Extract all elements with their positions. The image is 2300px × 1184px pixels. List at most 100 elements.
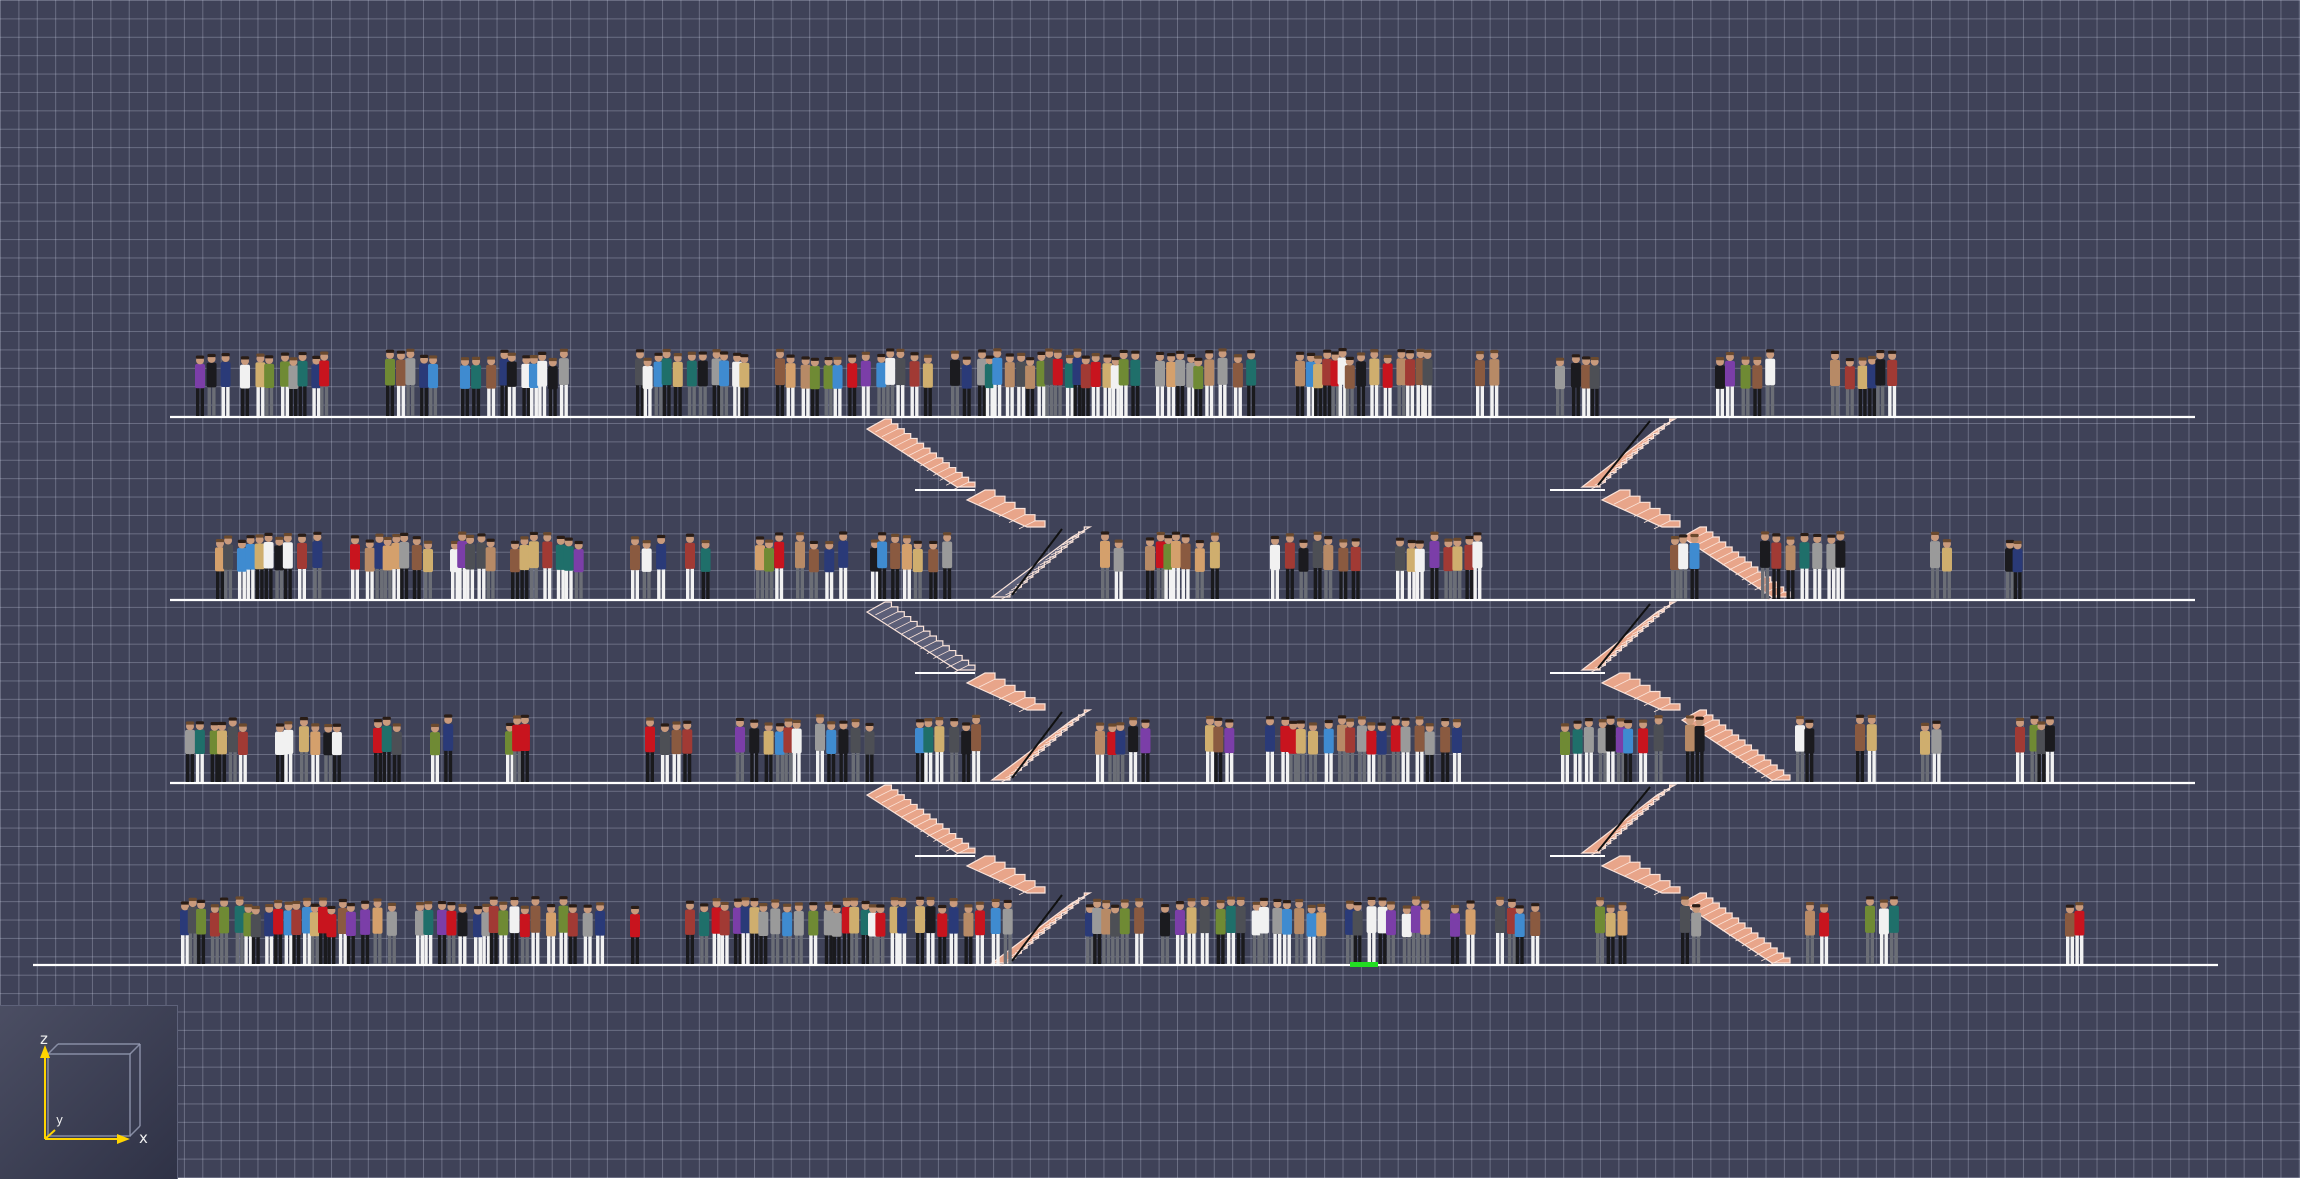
pedestrian-agent[interactable]: [1799, 532, 1810, 599]
pedestrian-agent[interactable]: [488, 896, 499, 964]
axis-orientation-widget[interactable]: z y x: [0, 1005, 178, 1179]
pedestrian-agent[interactable]: [923, 718, 934, 782]
pedestrian-agent[interactable]: [990, 898, 1001, 964]
pedestrian-agent[interactable]: [732, 898, 743, 964]
pedestrian-agent[interactable]: [775, 723, 786, 782]
pedestrian-agent[interactable]: [1002, 899, 1013, 964]
pedestrian-agent[interactable]: [1396, 349, 1407, 416]
pedestrian-agent[interactable]: [699, 903, 710, 964]
pedestrian-agent[interactable]: [800, 356, 811, 416]
pedestrian-agent[interactable]: [476, 533, 487, 599]
pedestrian-agent[interactable]: [1337, 715, 1348, 782]
pedestrian-agent[interactable]: [719, 351, 730, 416]
pedestrian-agent[interactable]: [237, 723, 248, 782]
pedestrian-agent[interactable]: [510, 540, 520, 599]
pedestrian-agent[interactable]: [1826, 534, 1837, 599]
pedestrian-agent[interactable]: [1804, 719, 1815, 782]
pedestrian-agent[interactable]: [1294, 898, 1305, 964]
pedestrian-agent[interactable]: [537, 351, 548, 416]
pedestrian-agent[interactable]: [460, 357, 470, 416]
pedestrian-agent[interactable]: [1110, 904, 1121, 964]
pedestrian-agent[interactable]: [1605, 904, 1616, 964]
pedestrian-agent[interactable]: [319, 351, 330, 416]
pedestrian-agent[interactable]: [309, 903, 320, 964]
pedestrian-agent[interactable]: [263, 532, 274, 599]
pedestrian-agent[interactable]: [1941, 539, 1952, 599]
pedestrian-agent[interactable]: [360, 900, 371, 964]
pedestrian-agent[interactable]: [1344, 356, 1355, 416]
pedestrian-agent[interactable]: [1052, 349, 1063, 416]
pedestrian-agent[interactable]: [1740, 356, 1751, 416]
pedestrian-agent[interactable]: [661, 348, 672, 416]
pedestrian-agent[interactable]: [428, 355, 439, 416]
pedestrian-agent[interactable]: [187, 897, 198, 964]
pedestrian-agent[interactable]: [1581, 356, 1592, 416]
pedestrian-agent[interactable]: [2074, 902, 2085, 964]
pedestrian-agent[interactable]: [1887, 350, 1898, 416]
pedestrian-agent[interactable]: [1312, 531, 1323, 599]
pedestrian-agent[interactable]: [889, 897, 900, 964]
pedestrian-agent[interactable]: [364, 539, 375, 599]
pedestrian-agent[interactable]: [847, 354, 858, 416]
pedestrian-agent[interactable]: [950, 350, 960, 416]
pedestrian-agent[interactable]: [563, 537, 574, 599]
pedestrian-agent[interactable]: [385, 349, 395, 416]
pedestrian-agent[interactable]: [1280, 716, 1291, 782]
pedestrian-agent[interactable]: [1090, 353, 1101, 416]
pedestrian-agent[interactable]: [180, 901, 190, 964]
pedestrian-agent[interactable]: [399, 532, 410, 599]
pedestrian-agent[interactable]: [641, 540, 652, 599]
pedestrian-agent[interactable]: [472, 905, 483, 964]
pedestrian-agent[interactable]: [823, 901, 834, 964]
pedestrian-agent[interactable]: [1931, 720, 1942, 782]
pedestrian-agent[interactable]: [645, 717, 655, 782]
pedestrian-agent[interactable]: [2005, 539, 2015, 599]
pedestrian-agent[interactable]: [977, 349, 988, 416]
pedestrian-agent[interactable]: [430, 723, 440, 782]
pedestrian-agent[interactable]: [2036, 721, 2047, 782]
pedestrian-agent[interactable]: [697, 351, 708, 416]
pedestrian-agent[interactable]: [885, 348, 896, 416]
pedestrian-agent[interactable]: [282, 532, 293, 599]
pedestrian-agent[interactable]: [337, 898, 348, 964]
pedestrian-agent[interactable]: [547, 357, 558, 416]
pedestrian-agent[interactable]: [770, 899, 781, 964]
pedestrian-agent[interactable]: [1226, 896, 1237, 964]
pedestrian-agent[interactable]: [1410, 896, 1421, 964]
pedestrian-agent[interactable]: [656, 534, 667, 599]
pedestrian-agent[interactable]: [546, 903, 557, 964]
pedestrian-agent[interactable]: [1414, 540, 1425, 599]
pedestrian-agent[interactable]: [1465, 900, 1476, 964]
pedestrian-agent[interactable]: [659, 723, 670, 782]
pedestrian-agent[interactable]: [1102, 354, 1113, 416]
pedestrian-agent[interactable]: [1323, 535, 1334, 599]
pedestrian-agent[interactable]: [1232, 354, 1243, 416]
pedestrian-agent[interactable]: [1875, 349, 1886, 416]
pedestrian-agent[interactable]: [1316, 903, 1327, 964]
pedestrian-agent[interactable]: [1270, 535, 1280, 599]
pedestrian-agent[interactable]: [220, 353, 231, 416]
pedestrian-agent[interactable]: [297, 351, 308, 416]
pedestrian-agent[interactable]: [685, 900, 695, 964]
pedestrian-agent[interactable]: [1401, 905, 1412, 964]
pedestrian-agent[interactable]: [1689, 533, 1700, 599]
pedestrian-agent[interactable]: [1258, 897, 1269, 964]
pedestrian-agent[interactable]: [234, 896, 245, 964]
pedestrian-agent[interactable]: [219, 897, 230, 964]
pedestrian-agent[interactable]: [642, 357, 653, 416]
pedestrian-agent[interactable]: [1092, 898, 1103, 964]
pedestrian-agent[interactable]: [1572, 720, 1583, 782]
pedestrian-agent[interactable]: [711, 898, 722, 964]
pedestrian-agent[interactable]: [1366, 722, 1377, 782]
pedestrian-agent[interactable]: [1377, 897, 1388, 964]
pedestrian-agent[interactable]: [1857, 357, 1868, 416]
pedestrian-agent[interactable]: [774, 532, 785, 599]
pedestrian-agent[interactable]: [1101, 899, 1112, 964]
pedestrian-agent[interactable]: [240, 356, 250, 416]
pedestrian-agent[interactable]: [1356, 352, 1367, 416]
pedestrian-agent[interactable]: [838, 531, 849, 599]
pedestrian-agent[interactable]: [685, 533, 695, 599]
pedestrian-agent[interactable]: [1514, 905, 1525, 964]
pedestrian-agent[interactable]: [345, 903, 356, 964]
pedestrian-agent[interactable]: [895, 348, 906, 416]
